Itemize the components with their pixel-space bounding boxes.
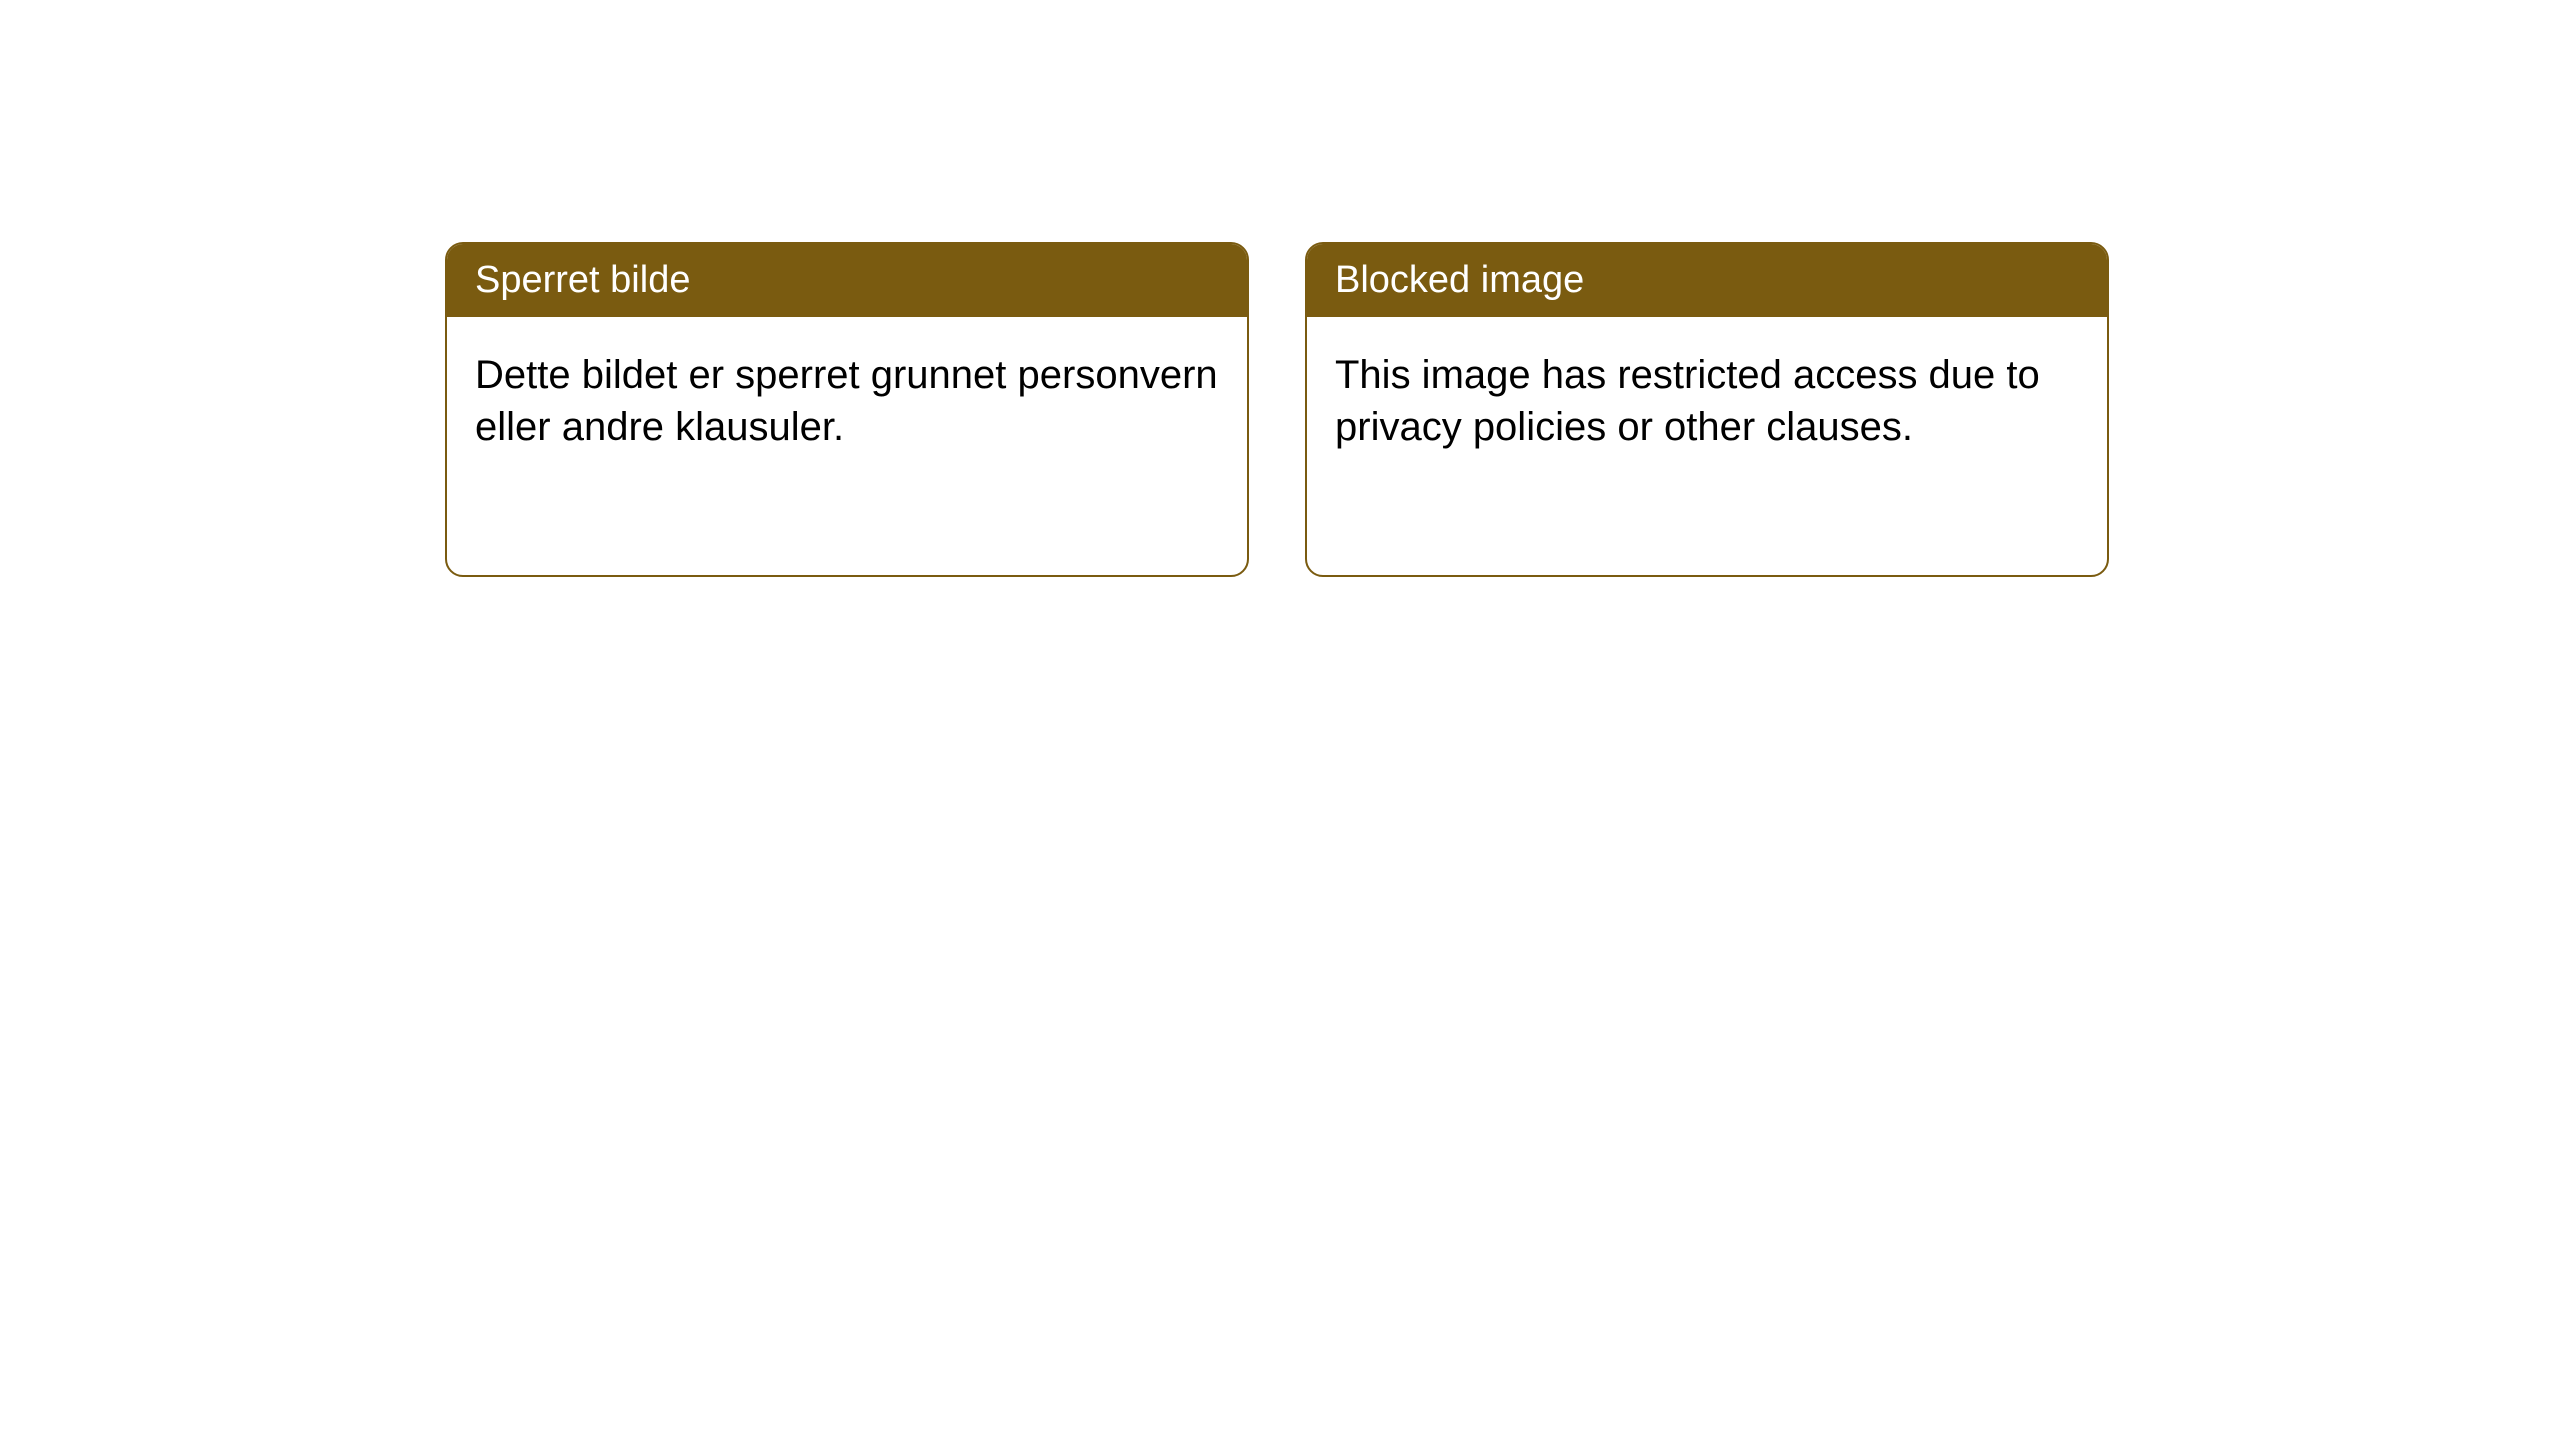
notice-title: Blocked image [1335,259,1584,301]
notice-header: Blocked image [1307,244,2107,317]
notice-container: Sperret bilde Dette bildet er sperret gr… [445,242,2109,577]
notice-card-norwegian: Sperret bilde Dette bildet er sperret gr… [445,242,1249,577]
notice-body-text: Dette bildet er sperret grunnet personve… [475,353,1218,449]
notice-header: Sperret bilde [447,244,1247,317]
notice-title: Sperret bilde [475,259,690,301]
notice-body: Dette bildet er sperret grunnet personve… [447,317,1247,485]
notice-body-text: This image has restricted access due to … [1335,353,2040,449]
notice-card-english: Blocked image This image has restricted … [1305,242,2109,577]
notice-body: This image has restricted access due to … [1307,317,2107,485]
